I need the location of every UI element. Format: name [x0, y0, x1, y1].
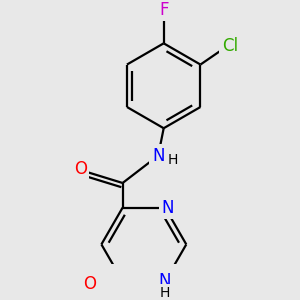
Text: O: O	[83, 275, 96, 293]
Text: F: F	[159, 1, 168, 19]
Text: Cl: Cl	[222, 37, 238, 55]
Text: N: N	[159, 272, 171, 290]
Text: O: O	[74, 160, 87, 178]
Text: H: H	[160, 286, 170, 300]
Text: H: H	[168, 153, 178, 167]
Text: N: N	[152, 147, 164, 165]
Text: N: N	[161, 199, 174, 217]
